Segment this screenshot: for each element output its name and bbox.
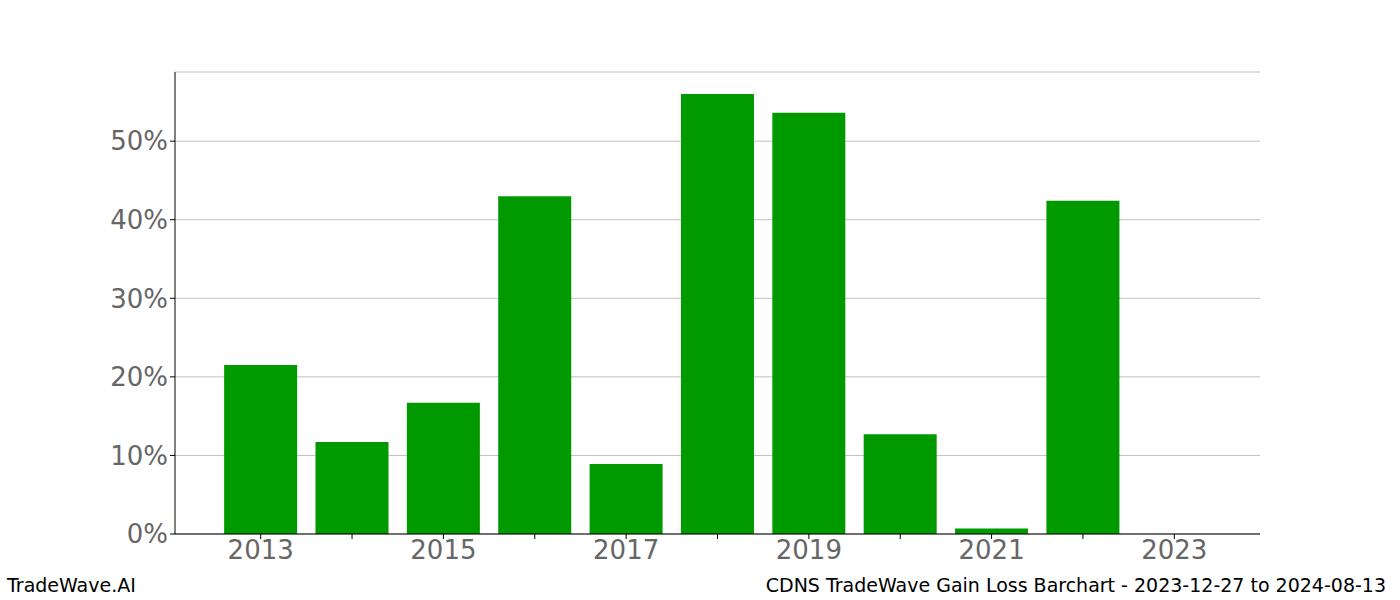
svg-text:30%: 30% (110, 284, 168, 314)
svg-text:2013: 2013 (228, 535, 294, 565)
svg-text:10%: 10% (110, 441, 168, 471)
svg-text:2015: 2015 (410, 535, 476, 565)
svg-text:2023: 2023 (1141, 535, 1207, 565)
html-text:TradeWave.AI: TradeWave.AI (7, 574, 136, 596)
html-text:CDNS TradeWave Gain Loss Barch: CDNS TradeWave Gain Loss Barchart - 2023… (765, 574, 1386, 596)
svg-text:2017: 2017 (593, 535, 659, 565)
svg-text:2021: 2021 (959, 535, 1025, 565)
svg-text:40%: 40% (110, 205, 168, 235)
svg-text:20%: 20% (110, 362, 168, 392)
svg-text:50%: 50% (110, 126, 168, 156)
svg-text:2019: 2019 (776, 535, 842, 565)
svg-text:0%: 0% (127, 519, 168, 549)
